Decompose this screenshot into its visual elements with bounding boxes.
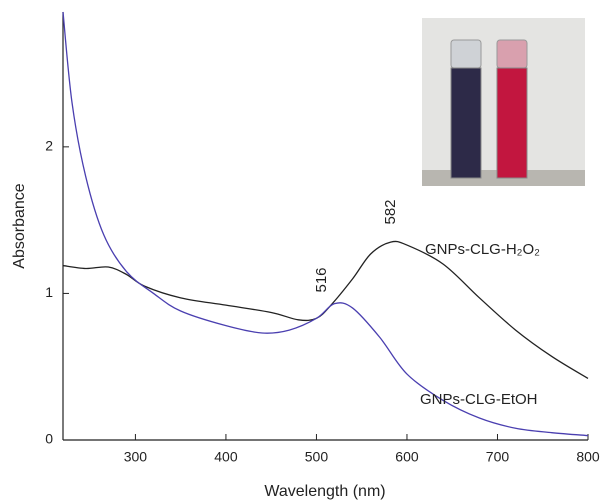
x-axis-title: Wavelength (nm): [264, 483, 385, 500]
x-tick-label: 300: [124, 449, 148, 465]
series-label: GNPs-CLG-EtOH: [420, 391, 538, 408]
series-line: [62, 11, 589, 437]
x-tick-label: 700: [486, 449, 510, 465]
x-tick-label: 400: [214, 449, 238, 465]
x-tick-label: 600: [395, 449, 419, 465]
y-tick-label: 2: [45, 138, 53, 154]
annotation: 516: [313, 267, 330, 292]
y-tick-label: 0: [45, 431, 53, 447]
annotation: 582: [382, 199, 399, 224]
x-tick-label: 800: [576, 449, 600, 465]
y-axis-title: Absorbance: [11, 183, 28, 268]
y-tick-label: 1: [45, 284, 53, 300]
x-tick-label: 500: [305, 449, 329, 465]
inset-photo: [422, 18, 585, 186]
series-label: GNPs-CLG-H₂O₂: [425, 241, 540, 258]
